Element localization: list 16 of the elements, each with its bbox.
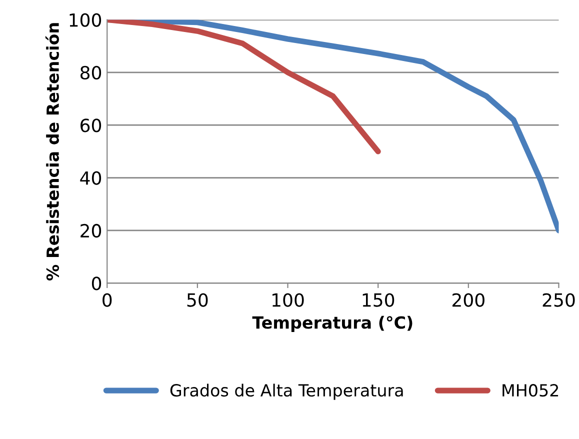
legend-label: Grados de Alta Temperatura [170, 384, 403, 400]
y-tick-label: 20 [80, 224, 102, 238]
y-tick-label: 80 [80, 66, 102, 80]
y-tick-label: 0 [92, 276, 102, 290]
x-tick-label: 150 [362, 293, 394, 307]
x-tick-label: 250 [542, 293, 575, 307]
x-axis-title: Temperatura (°C) [252, 316, 412, 332]
y-tick-label: 100 [70, 13, 102, 27]
x-tick-label: 200 [452, 293, 484, 307]
legend-label: MH052 [502, 384, 558, 397]
x-tick-label: 50 [187, 293, 208, 307]
x-tick-label: 0 [102, 293, 112, 307]
x-tick-label: 100 [272, 293, 304, 307]
y-axis-title: % Resistencia de Retención [45, 23, 60, 281]
y-tick-label: 40 [80, 171, 102, 185]
y-tick-label: 60 [80, 118, 102, 132]
